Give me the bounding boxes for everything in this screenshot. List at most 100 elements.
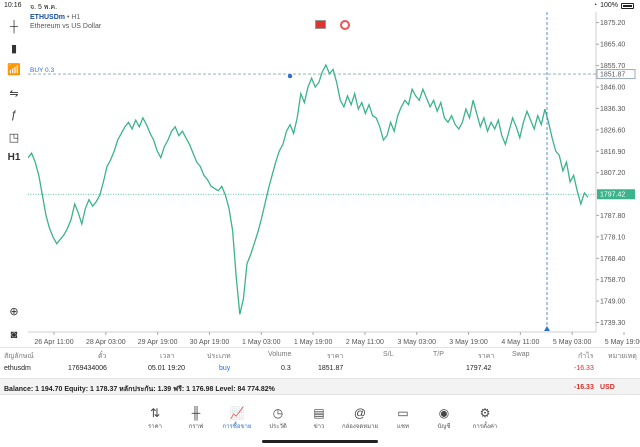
one-click-trading-icon[interactable]	[315, 20, 326, 29]
nav-chat[interactable]: ▭ แชท	[383, 406, 423, 431]
col-open-price: ราคา	[327, 353, 344, 360]
y-tick-label: 1826.60	[600, 127, 625, 134]
row-open-price: 1851.87	[318, 365, 344, 372]
col-type: ประเภท	[207, 353, 231, 360]
row-ticket: 1769434006	[68, 365, 107, 372]
nav-quotes[interactable]: ⇅ ราคา	[135, 406, 175, 431]
col-symbol: สัญลักษณ์	[4, 353, 34, 360]
x-tick-label: 29 Apr 19:00	[138, 339, 178, 346]
nav-settings[interactable]: ⚙ การตั้งค่า	[465, 406, 505, 431]
chat-icon: ▭	[397, 406, 409, 420]
row-price: 1797.42	[466, 365, 492, 372]
y-tick-label: 1758.70	[600, 277, 625, 284]
y-tick-label: 1739.30	[600, 320, 625, 327]
price-series-line	[28, 63, 589, 315]
balance-bar: Balance: 1 194.70 Equity: 1 178.37 หลักป…	[0, 378, 640, 395]
x-tick-label: 3 May 03:00	[397, 339, 436, 346]
y-tick-label: 1768.40	[600, 256, 625, 263]
symbol-title: ETHUSDm • H1	[30, 14, 81, 21]
x-tick-label: 28 Apr 03:00	[86, 339, 126, 346]
news-icon: ▤	[313, 406, 325, 420]
nav-account[interactable]: ◉ บัญชี	[424, 406, 464, 431]
col-profit: กำไร	[578, 353, 594, 360]
x-tick-label: 30 Apr 19:00	[190, 339, 230, 346]
objects-icon[interactable]: ⇋	[9, 87, 19, 100]
row-profit: -16.33	[574, 365, 594, 372]
chart-toolbar: ┼ ▮ 📶 ⇋ ƒ ◳ H1 ⊕ ◙	[0, 12, 28, 347]
nav-chat-label: แชท	[397, 424, 409, 430]
buy-level-label: BUY 0.3	[30, 67, 54, 74]
symbol-timeframe: H1	[71, 14, 81, 21]
buy-price-label: 1851.87	[600, 72, 625, 79]
y-tick-label: 1875.20	[600, 20, 625, 27]
profit-currency: USD	[600, 384, 615, 391]
symbol-description: Ethereum vs US Dollar	[30, 23, 102, 30]
nav-quotes-label: ราคา	[148, 424, 162, 430]
candles-icon[interactable]: ▮	[10, 42, 18, 55]
bid-price-label: 1797.42	[600, 192, 625, 199]
settings-icon: ⚙	[479, 406, 491, 420]
battery-percent: 100%	[600, 2, 618, 9]
nav-trade[interactable]: 📈 การซื้อขาย	[217, 406, 257, 431]
y-tick-label: 1855.70	[600, 63, 625, 70]
chart-icon: ╫	[191, 406, 201, 420]
trade-icon: 📈	[229, 406, 245, 420]
nav-mailbox[interactable]: @ กล่องจดหมาย	[340, 406, 380, 431]
entry-point-marker	[287, 73, 293, 79]
col-time: เวลา	[160, 353, 175, 360]
home-indicator	[262, 440, 378, 443]
balance-summary: Balance: 1 194.70 Equity: 1 178.37 หลักป…	[4, 386, 275, 393]
row-time: 05.01 19:20	[148, 365, 185, 372]
battery-icon	[621, 2, 634, 9]
nav-history-label: ประวัติ	[269, 424, 287, 430]
quotes-icon: ⇅	[149, 406, 161, 420]
row-volume: 0.3	[281, 365, 291, 372]
nav-history[interactable]: ◷ ประวัติ	[258, 406, 298, 431]
crosshair-icon[interactable]: ┼	[10, 21, 18, 33]
row-type: buy	[219, 365, 231, 372]
table-row[interactable]: ethusdm 1769434006 05.01 19:20 buy 0.3 1…	[0, 362, 640, 378]
status-date: จ. 5 พ.ค.	[30, 4, 58, 11]
col-ticket: ตั๋ว	[98, 353, 107, 360]
shapes-icon[interactable]: ◳	[8, 131, 20, 144]
nav-settings-label: การตั้งค่า	[472, 424, 498, 430]
chart-canvas: 1875.20 1865.40 1855.70 1846.00 1836.30 1826.…	[28, 12, 640, 346]
trade-table-header: สัญลักษณ์ ตั๋ว เวลา ประเภท Volume ราคา S…	[0, 347, 640, 361]
y-tick-label: 1846.00	[600, 85, 625, 92]
total-profit: -16.33	[574, 384, 594, 391]
y-tick-label: 1807.20	[600, 170, 625, 177]
x-tick-label: 4 May 11:00	[501, 339, 539, 346]
col-swap: Swap	[512, 351, 530, 358]
y-tick-label: 1836.30	[600, 106, 625, 113]
status-bar: 10:16 จ. 5 พ.ค. ◔ 100%	[0, 0, 640, 12]
nav-chart[interactable]: ╫ กราฟ	[176, 406, 216, 431]
account-icon: ◉	[438, 406, 450, 420]
status-time: 10:16	[4, 2, 22, 9]
price-chart[interactable]: ETHUSDm • H1 Ethereum vs US Dollar 1875.…	[28, 12, 640, 347]
y-tick-label: 1778.10	[600, 234, 625, 241]
timeframe-button[interactable]: H1	[7, 151, 21, 163]
mailbox-icon: @	[353, 406, 367, 420]
col-comment: หมายเหตุ	[608, 353, 637, 360]
nav-mailbox-label: กล่องจดหมาย	[341, 424, 379, 430]
x-tick-label: 1 May 03:00	[242, 339, 281, 346]
nav-trade-label: การซื้อขาย	[222, 424, 252, 430]
indicators-icon[interactable]: 📶	[7, 63, 21, 76]
trade-flag-icon[interactable]: ◙	[10, 329, 18, 341]
x-tick-label: 26 Apr 11:00	[34, 339, 73, 346]
signal-icon[interactable]	[340, 20, 350, 30]
buy-price-box	[596, 69, 636, 80]
status-right: ◔ 100%	[593, 2, 634, 9]
nav-news-label: ข่าว	[313, 424, 325, 430]
col-volume: Volume	[268, 351, 292, 358]
current-time-marker	[544, 326, 550, 331]
x-tick-label: 1 May 19:00	[294, 339, 333, 346]
function-icon[interactable]: ƒ	[10, 109, 18, 121]
zoom-icon[interactable]: ⊕	[9, 305, 19, 318]
history-icon: ◷	[272, 406, 284, 420]
y-tick-label: 1787.80	[600, 213, 625, 220]
x-tick-label: 3 May 19:00	[449, 339, 488, 346]
nav-news[interactable]: ▤ ข่าว	[299, 406, 339, 431]
row-symbol: ethusdm	[4, 365, 31, 372]
y-tick-label: 1749.00	[600, 299, 625, 306]
